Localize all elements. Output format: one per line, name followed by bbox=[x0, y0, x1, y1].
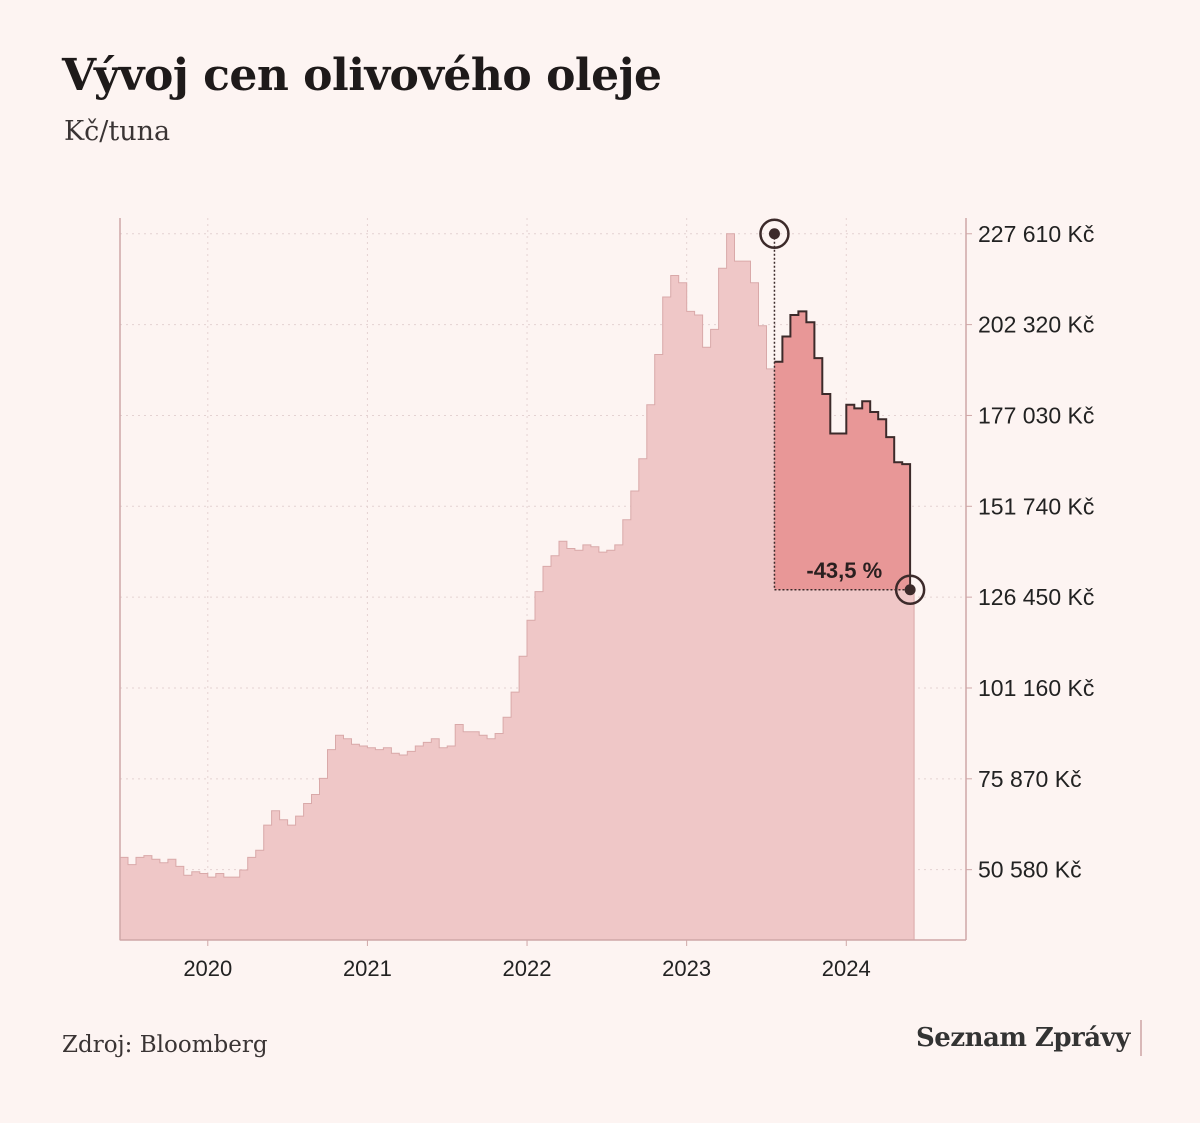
x-tick-label: 2023 bbox=[662, 956, 711, 981]
x-tick-label: 2020 bbox=[183, 956, 232, 981]
y-tick-label: 177 030 Kč bbox=[978, 402, 1094, 428]
change-label: -43,5 % bbox=[806, 558, 882, 583]
end-marker-dot bbox=[904, 584, 916, 596]
x-tick-label: 2024 bbox=[822, 956, 871, 981]
chart-title: Vývoj cen olivového oleje bbox=[62, 50, 662, 101]
y-tick-label: 101 160 Kč bbox=[978, 675, 1094, 701]
highlight-area-fill bbox=[774, 311, 915, 590]
y-tick-label: 50 580 Kč bbox=[978, 857, 1082, 883]
y-tick-label: 151 740 Kč bbox=[978, 493, 1094, 519]
peak-marker-ring bbox=[759, 218, 790, 250]
annotations: -43,5 % bbox=[759, 218, 926, 606]
x-axis-labels: 2020 2021 2022 2023 2024 bbox=[183, 940, 871, 981]
peak-marker-dot bbox=[768, 228, 780, 240]
y-tick-label: 227 610 Kč bbox=[978, 221, 1094, 247]
highlight-line bbox=[774, 310, 915, 591]
x-tick-label: 2022 bbox=[503, 956, 552, 981]
y-tick-label: 202 320 Kč bbox=[978, 312, 1094, 338]
y-tick-label: 126 450 Kč bbox=[978, 584, 1094, 610]
x-tick-label: 2021 bbox=[343, 956, 392, 981]
axes bbox=[119, 218, 967, 941]
end-marker-ring bbox=[894, 574, 926, 606]
brand-logo: Seznam Zprávy bbox=[916, 1020, 1142, 1056]
y-tick-label: 75 870 Kč bbox=[978, 766, 1082, 792]
source-note: Zdroj: Bloomberg bbox=[62, 1032, 268, 1058]
chart-subtitle: Kč/tuna bbox=[64, 116, 171, 147]
y-axis-labels: 227 610 Kč 202 320 Kč 177 030 Kč 151 740 Kč… bbox=[966, 221, 1094, 883]
